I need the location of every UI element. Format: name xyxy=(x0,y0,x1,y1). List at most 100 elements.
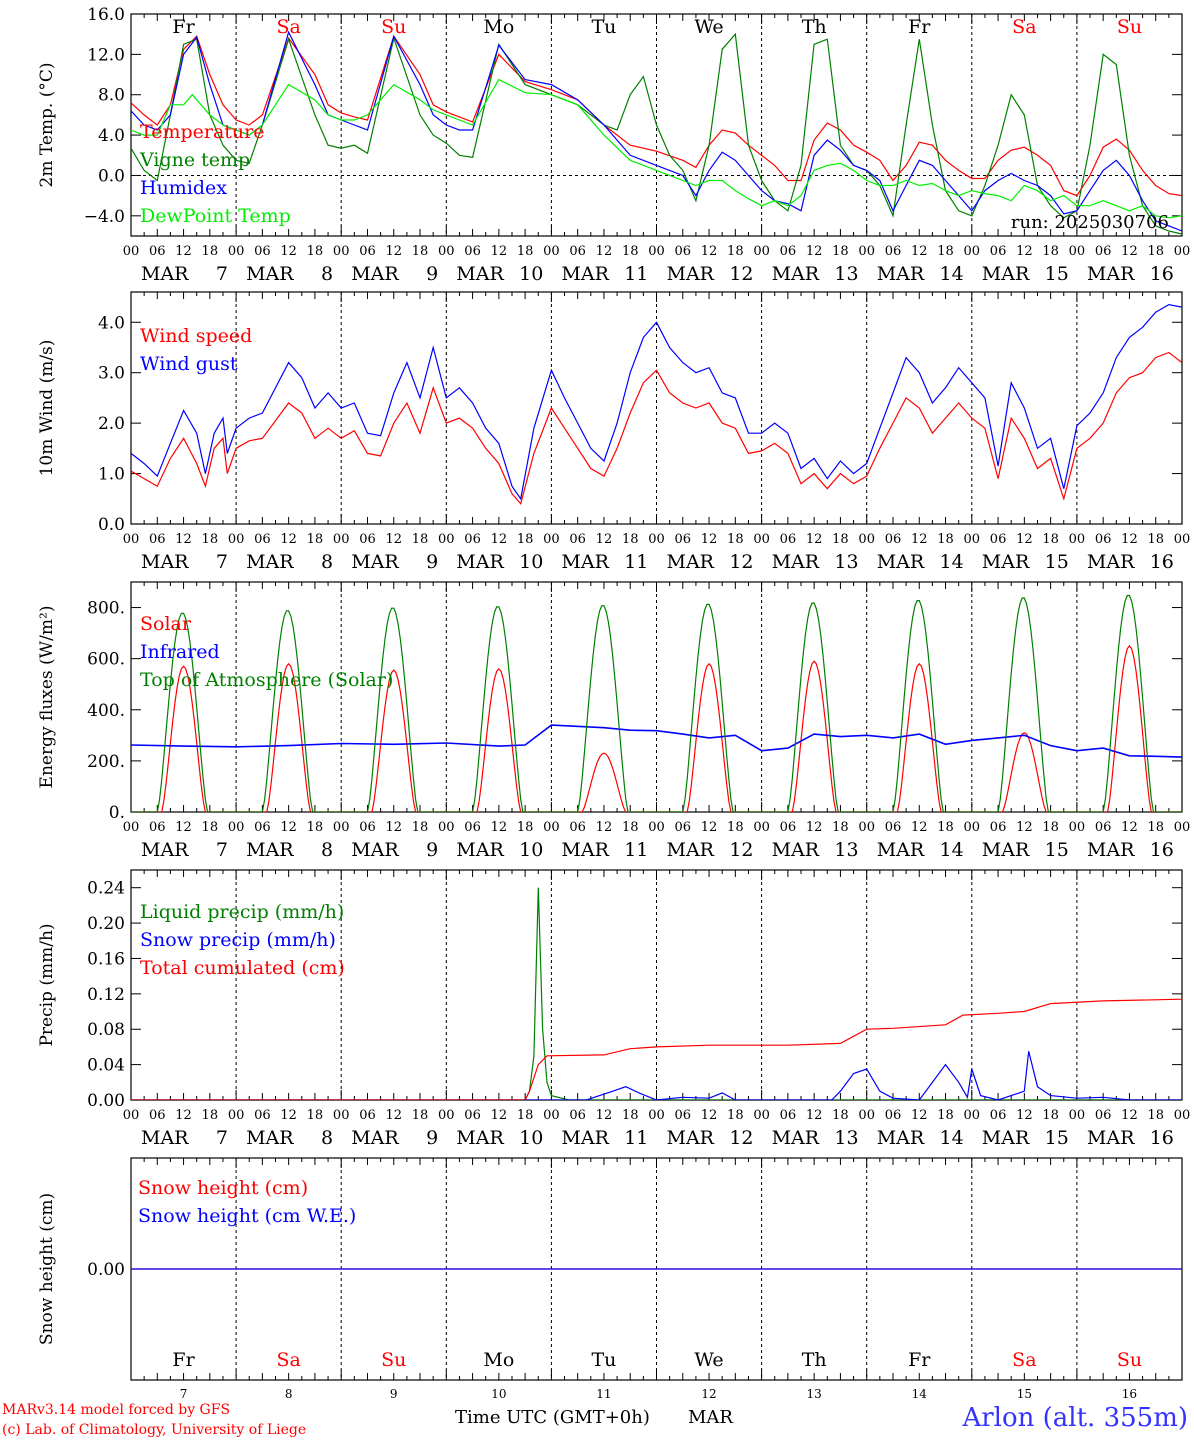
day-number-label: 7 xyxy=(216,839,228,861)
day-number-label: 8 xyxy=(321,551,333,573)
hour-tick-label: 12 xyxy=(491,1108,508,1123)
month-label: MAR xyxy=(456,263,504,285)
weekday-label-bottom: Tu xyxy=(591,1349,616,1371)
hour-tick-label: 12 xyxy=(1016,244,1033,259)
y-tick-label: 0.00 xyxy=(87,1260,125,1280)
hour-tick-label: 12 xyxy=(1121,532,1138,547)
hour-tick-label: 12 xyxy=(596,1108,613,1123)
day-number-label: 9 xyxy=(426,551,438,573)
day-number-label: 14 xyxy=(940,839,964,861)
hour-tick-label: 00 xyxy=(1069,244,1086,259)
hour-tick-label: 18 xyxy=(622,820,639,835)
month-label: MAR xyxy=(667,1127,715,1149)
y-tick-label: 0.08 xyxy=(87,1020,125,1040)
series-vigne-temp xyxy=(131,32,1182,235)
day-number-bottom: 12 xyxy=(701,1387,716,1401)
hour-tick-label: 06 xyxy=(990,244,1007,259)
hour-tick-label: 12 xyxy=(1121,244,1138,259)
hour-tick-label: 06 xyxy=(359,1108,376,1123)
hour-tick-label: 18 xyxy=(622,532,639,547)
hour-tick-label: 12 xyxy=(1016,820,1033,835)
day-number-bottom: 14 xyxy=(912,1387,928,1401)
day-number-bottom: 11 xyxy=(596,1387,611,1401)
hour-tick-label: 12 xyxy=(175,532,192,547)
hour-tick-label: 06 xyxy=(464,244,481,259)
hour-tick-label: 12 xyxy=(911,820,928,835)
hour-tick-label: 12 xyxy=(280,1108,297,1123)
legend-vigne-temp: Vigne temp xyxy=(139,149,250,171)
hour-tick-label: 00 xyxy=(964,1108,981,1123)
hour-tick-label: 00 xyxy=(858,1108,875,1123)
hour-tick-label: 18 xyxy=(1147,820,1164,835)
hour-tick-label: 18 xyxy=(727,820,744,835)
month-label: MAR xyxy=(1087,1127,1135,1149)
hour-tick-label: 00 xyxy=(1174,244,1191,259)
weekday-label-top: Fr xyxy=(172,16,195,38)
day-number-label: 13 xyxy=(834,839,858,861)
hour-tick-label: 06 xyxy=(149,1108,166,1123)
y-tick-label: 4.0 xyxy=(98,313,125,333)
hour-tick-label: 18 xyxy=(727,244,744,259)
run-label: run: 2025030706 xyxy=(1011,212,1169,233)
hour-tick-label: 06 xyxy=(675,532,692,547)
month-label: MAR xyxy=(456,551,504,573)
y-axis-label: 2m Temp. (°C) xyxy=(37,62,57,187)
hour-tick-label: 18 xyxy=(517,532,534,547)
month-label: MAR xyxy=(141,551,189,573)
hour-tick-label: 00 xyxy=(858,532,875,547)
hour-tick-label: 12 xyxy=(806,820,823,835)
series-group xyxy=(131,887,1182,1100)
day-number-label: 9 xyxy=(426,263,438,285)
day-number-label: 16 xyxy=(1150,1127,1174,1149)
hour-tick-label: 12 xyxy=(806,244,823,259)
hour-tick-label: 00 xyxy=(123,532,140,547)
month-label: MAR xyxy=(246,551,294,573)
weekday-label-top: Su xyxy=(381,16,406,38)
hour-tick-label: 12 xyxy=(596,244,613,259)
hour-tick-label: 06 xyxy=(359,532,376,547)
hour-tick-label: 00 xyxy=(438,820,455,835)
y-tick-label: 0.00 xyxy=(87,1091,125,1111)
weekday-label-top: Th xyxy=(802,16,827,38)
month-label: MAR xyxy=(246,263,294,285)
hour-tick-label: 12 xyxy=(701,1108,718,1123)
hour-tick-label: 00 xyxy=(648,244,665,259)
hour-tick-label: 00 xyxy=(333,1108,350,1123)
hour-tick-label: 06 xyxy=(359,244,376,259)
day-number-bottom: 13 xyxy=(807,1387,822,1401)
weekday-label-top: We xyxy=(694,16,723,38)
credit-line-1: MARv3.14 model forced by GFS xyxy=(2,1402,230,1418)
month-label: MAR xyxy=(141,1127,189,1149)
day-number-label: 13 xyxy=(834,263,858,285)
y-tick-label: 200. xyxy=(87,752,125,772)
hour-tick-label: 06 xyxy=(569,244,586,259)
hour-tick-label: 06 xyxy=(1095,532,1112,547)
month-label: MAR xyxy=(877,839,925,861)
day-number-label: 15 xyxy=(1045,1127,1069,1149)
legend-total-cumulated-cm-: Total cumulated (cm) xyxy=(140,957,345,979)
hour-tick-label: 00 xyxy=(648,1108,665,1123)
hour-tick-label: 06 xyxy=(254,244,271,259)
weekday-label-top: Sa xyxy=(1012,16,1036,38)
hour-tick-label: 18 xyxy=(202,1108,219,1123)
day-number-label: 10 xyxy=(519,551,543,573)
hour-tick-label: 12 xyxy=(280,532,297,547)
day-number-label: 13 xyxy=(834,551,858,573)
hour-tick-label: 18 xyxy=(622,1108,639,1123)
month-label: MAR xyxy=(1087,839,1135,861)
hour-tick-label: 12 xyxy=(280,820,297,835)
hour-tick-label: 12 xyxy=(911,1108,928,1123)
hour-tick-label: 12 xyxy=(491,532,508,547)
hour-tick-label: 06 xyxy=(569,532,586,547)
weekday-label-top: Fr xyxy=(908,16,931,38)
legend-dewpoint-temp: DewPoint Temp xyxy=(140,205,291,227)
hour-tick-label: 18 xyxy=(937,820,954,835)
y-tick-label: 12.0 xyxy=(87,45,125,65)
hour-tick-label: 06 xyxy=(1095,820,1112,835)
hour-tick-label: 18 xyxy=(307,532,324,547)
y-tick-label: 0.12 xyxy=(87,985,125,1005)
hour-tick-label: 06 xyxy=(149,532,166,547)
hour-tick-label: 00 xyxy=(438,244,455,259)
day-number-label: 15 xyxy=(1045,551,1069,573)
hour-tick-label: 00 xyxy=(123,244,140,259)
